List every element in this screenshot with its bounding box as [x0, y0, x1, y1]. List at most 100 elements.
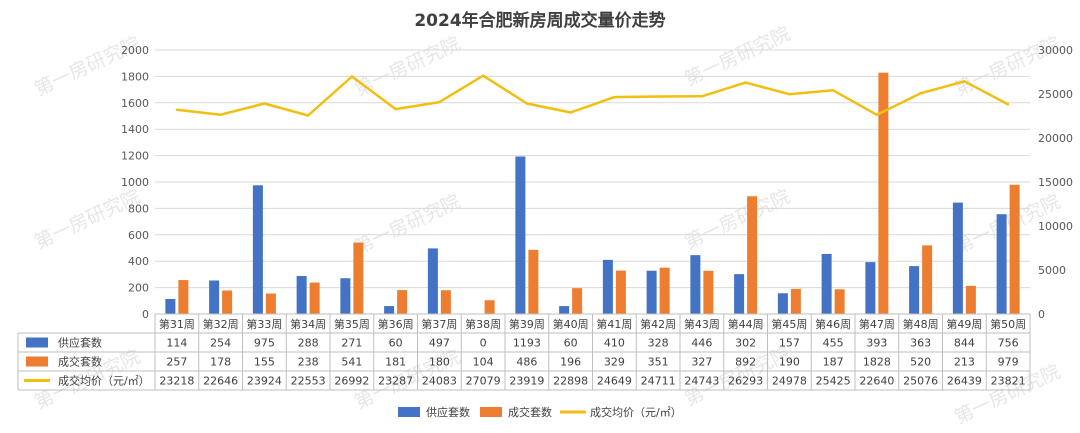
table-cell: 979: [998, 356, 1019, 369]
table-cell: 541: [341, 356, 362, 369]
category-label: 第46周: [815, 317, 851, 331]
table-cell: 327: [691, 356, 712, 369]
chart-title: 2024年合肥新房周成交量价走势: [414, 10, 665, 31]
y-left-tick-label: 1800: [121, 70, 149, 83]
bar-supply: [165, 298, 176, 314]
price-point: [919, 92, 922, 95]
table-cell: 187: [823, 356, 844, 369]
y-left-tick-label: 2000: [121, 44, 149, 57]
bar-supply: [821, 253, 832, 314]
bar-deal: [528, 249, 539, 314]
price-point: [875, 113, 879, 116]
table-cell: 196: [560, 356, 581, 369]
left-axis: 0 200 400 600 800 1000 1200 1400 1600 1800 2000: [121, 44, 149, 321]
price-point: [744, 81, 747, 84]
y-left-tick-label: 1400: [121, 123, 149, 136]
table-cell: 26293: [728, 375, 763, 388]
legend-swatch: [398, 407, 420, 417]
table-cell: 24978: [772, 375, 807, 388]
table-cell: 271: [341, 337, 362, 350]
category-label: 第41周: [596, 317, 632, 331]
price-point: [481, 74, 485, 77]
table-cell: 975: [254, 337, 275, 350]
bar-deal: [440, 290, 451, 314]
watermark-text: 第一房研究院: [31, 33, 144, 101]
table-cell: 24743: [684, 375, 719, 388]
table-cell: 114: [166, 337, 187, 350]
bar-supply: [427, 248, 438, 314]
table-cell: 302: [735, 337, 756, 350]
y-right-tick-label: 10000: [1038, 220, 1073, 233]
bar-supply: [952, 202, 963, 314]
table-cell: 26992: [334, 375, 369, 388]
table-cell: 25425: [816, 375, 851, 388]
y-left-tick-label: 800: [128, 202, 149, 215]
bar-deal: [222, 290, 233, 314]
watermark-text: 第一房研究院: [351, 33, 464, 101]
category-label: 第33周: [246, 317, 282, 331]
bar-deal: [878, 72, 889, 314]
table-cell: 181: [385, 356, 406, 369]
bar-supply: [515, 156, 526, 314]
table-cell: 238: [298, 356, 319, 369]
bar-supply: [384, 306, 395, 314]
price-point: [613, 95, 616, 99]
table-series-label: 成交套数: [58, 355, 102, 369]
category-label: 第36周: [378, 317, 414, 331]
y-right-tick-label: 15000: [1038, 176, 1073, 189]
bar-supply: [209, 280, 220, 314]
table-series-label: 成交均价（元/㎡）: [58, 374, 150, 388]
bar-supply: [340, 278, 351, 314]
table-cell: 393: [866, 337, 887, 350]
table-cell: 24083: [422, 375, 457, 388]
table-cell: 25076: [903, 375, 938, 388]
y-left-tick-label: 200: [128, 282, 149, 295]
category-label: 第49周: [946, 317, 982, 331]
bar-supply: [559, 306, 570, 314]
price-line-path: [176, 74, 1009, 117]
category-label: 第43周: [684, 317, 720, 331]
y-left-tick-label: 1200: [121, 150, 149, 163]
category-label: 第47周: [859, 317, 895, 331]
table-cell: 24711: [641, 375, 676, 388]
y-left-tick-label: 1000: [121, 176, 149, 189]
table-cell: 60: [389, 337, 403, 350]
category-label: 第40周: [553, 317, 589, 331]
bar-supply: [865, 262, 876, 314]
y-left-tick-label: 600: [128, 229, 149, 242]
price-point: [306, 114, 310, 117]
table-cell: 351: [648, 356, 669, 369]
legend-swatch: [480, 407, 502, 417]
bar-deal: [353, 242, 364, 314]
price-point: [394, 107, 397, 111]
price-point: [263, 102, 266, 105]
watermark-text: 第一房研究院: [351, 191, 464, 259]
watermark-text: 第一房研究院: [31, 186, 144, 254]
table-cell: 178: [210, 356, 231, 369]
watermark-text: 第一房研究院: [681, 23, 794, 91]
y-right-tick-label: 20000: [1038, 132, 1073, 145]
bar-deal: [309, 282, 320, 314]
bar-supply: [734, 274, 745, 314]
bar-deal: [178, 280, 189, 314]
table-cell: 844: [954, 337, 975, 350]
category-label: 第45周: [771, 317, 807, 331]
category-label: 第31周: [159, 317, 195, 331]
price-point: [525, 102, 529, 105]
bar-supply: [690, 255, 701, 314]
table-cell: 23821: [991, 375, 1026, 388]
bar-deal: [615, 270, 626, 314]
category-label: 第37周: [421, 317, 457, 331]
price-point: [569, 111, 572, 114]
table-series-label: 供应套数: [58, 336, 102, 350]
table-cell: 26439: [947, 375, 982, 388]
bar-deal: [703, 270, 714, 314]
legend-label: 供应套数: [426, 405, 470, 419]
table-cell: 22646: [203, 375, 238, 388]
bar-supply: [602, 259, 613, 314]
bar-deal: [659, 267, 670, 314]
bar-deal: [790, 288, 801, 314]
watermark-text: 第一房研究院: [681, 186, 794, 254]
table-cell: 0: [480, 337, 487, 350]
table-cell: 288: [298, 337, 319, 350]
